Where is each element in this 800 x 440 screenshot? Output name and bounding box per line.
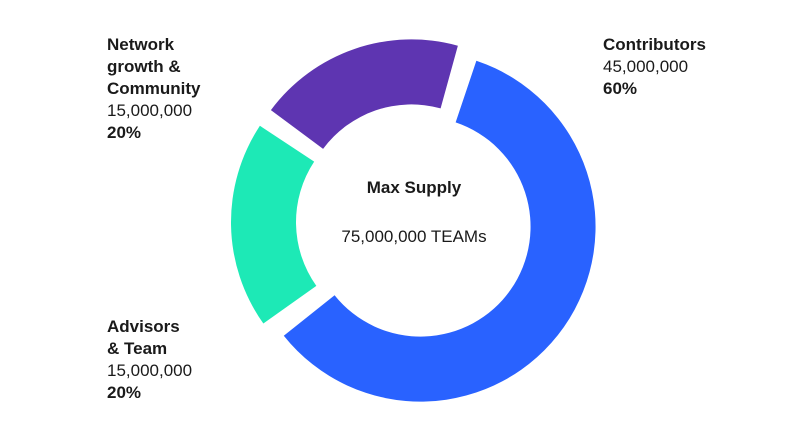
label-network-community-value: 15,000,000 — [107, 101, 193, 120]
slice-advisors-team — [231, 125, 317, 324]
slice-contributors — [283, 60, 596, 402]
label-network-community: Network growth & Community 15,000,000 20… — [107, 34, 201, 144]
label-network-community-name: Network growth & Community — [107, 35, 201, 98]
label-advisors-team-percent: 20% — [107, 383, 142, 402]
label-contributors: Contributors 45,000,000 60% — [603, 34, 706, 100]
center-title: Max Supply — [366, 178, 462, 197]
slice-network-growth-community — [270, 39, 458, 149]
label-advisors-team-name: Advisors & Team — [107, 317, 180, 358]
label-contributors-value: 45,000,000 — [603, 57, 689, 76]
label-contributors-percent: 60% — [603, 79, 638, 98]
label-advisors-team: Advisors & Team 15,000,000 20% — [107, 316, 192, 404]
label-network-community-percent: 20% — [107, 123, 142, 142]
center-value: 75,000,000 TEAMs — [341, 227, 487, 246]
label-contributors-name: Contributors — [603, 35, 706, 54]
label-advisors-team-value: 15,000,000 — [107, 361, 193, 380]
